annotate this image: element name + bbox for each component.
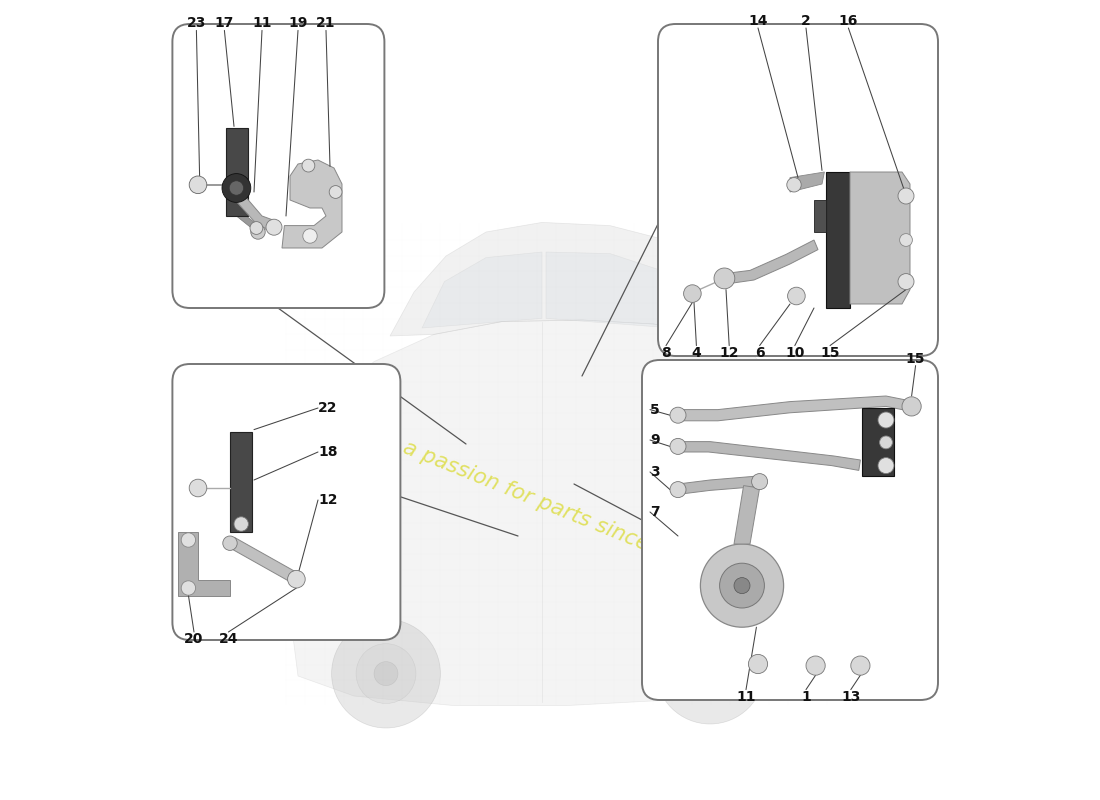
Circle shape <box>806 656 825 675</box>
Polygon shape <box>850 172 910 304</box>
Circle shape <box>898 274 914 290</box>
Polygon shape <box>236 194 279 232</box>
FancyBboxPatch shape <box>173 364 400 640</box>
Circle shape <box>878 458 894 474</box>
Polygon shape <box>230 432 252 532</box>
Text: 5: 5 <box>650 402 660 417</box>
Circle shape <box>698 658 722 682</box>
Polygon shape <box>282 160 342 248</box>
Circle shape <box>250 222 263 234</box>
Text: 13: 13 <box>842 690 860 704</box>
Circle shape <box>182 533 196 547</box>
Polygon shape <box>678 396 914 421</box>
Text: 24: 24 <box>219 632 238 646</box>
Text: 21: 21 <box>317 16 336 30</box>
Circle shape <box>701 544 783 627</box>
Polygon shape <box>287 320 838 706</box>
Text: 19: 19 <box>288 16 308 30</box>
Polygon shape <box>725 240 818 284</box>
Circle shape <box>670 438 686 454</box>
Polygon shape <box>178 532 230 596</box>
Circle shape <box>900 234 912 246</box>
Circle shape <box>302 229 317 243</box>
Text: 12: 12 <box>318 493 338 507</box>
Text: 18: 18 <box>318 445 338 459</box>
Circle shape <box>329 186 342 198</box>
Polygon shape <box>230 538 299 584</box>
Polygon shape <box>790 172 824 192</box>
Circle shape <box>714 268 735 289</box>
Circle shape <box>788 287 805 305</box>
Text: 20: 20 <box>185 632 204 646</box>
Circle shape <box>356 644 416 703</box>
Circle shape <box>680 640 740 699</box>
Polygon shape <box>814 200 826 232</box>
Polygon shape <box>226 128 248 216</box>
FancyBboxPatch shape <box>173 24 384 308</box>
Circle shape <box>374 662 398 686</box>
Circle shape <box>719 563 764 608</box>
FancyBboxPatch shape <box>642 360 938 700</box>
Circle shape <box>656 615 764 724</box>
Text: 6: 6 <box>755 346 764 360</box>
Circle shape <box>898 188 914 204</box>
Text: 7: 7 <box>650 505 660 519</box>
Polygon shape <box>390 222 726 336</box>
Text: 9: 9 <box>650 433 660 447</box>
Text: 3: 3 <box>650 465 660 479</box>
Circle shape <box>222 174 251 202</box>
Circle shape <box>748 654 768 674</box>
Circle shape <box>878 412 894 428</box>
Circle shape <box>189 479 207 497</box>
Circle shape <box>189 176 207 194</box>
Polygon shape <box>236 208 256 232</box>
Circle shape <box>670 482 686 498</box>
Circle shape <box>234 517 249 531</box>
Text: a passion for parts since 1985: a passion for parts since 1985 <box>399 438 708 578</box>
Circle shape <box>880 436 892 449</box>
Circle shape <box>223 536 238 550</box>
Text: 8: 8 <box>661 346 671 360</box>
Text: 15: 15 <box>906 351 925 366</box>
Polygon shape <box>826 172 850 308</box>
Text: 12: 12 <box>719 346 739 360</box>
Polygon shape <box>678 476 760 494</box>
Text: 4: 4 <box>692 346 702 360</box>
Text: 23: 23 <box>187 16 206 30</box>
Circle shape <box>786 178 801 192</box>
Circle shape <box>850 656 870 675</box>
Text: 14: 14 <box>748 14 768 28</box>
Polygon shape <box>734 486 760 544</box>
Text: 22: 22 <box>318 401 338 415</box>
Circle shape <box>331 619 440 728</box>
Polygon shape <box>546 252 694 330</box>
Polygon shape <box>678 442 860 470</box>
Polygon shape <box>422 252 542 328</box>
Text: 16: 16 <box>838 14 858 28</box>
Circle shape <box>302 159 315 172</box>
Circle shape <box>251 225 265 239</box>
Text: 2: 2 <box>801 14 811 28</box>
Text: 15: 15 <box>821 346 839 360</box>
Text: 11: 11 <box>736 690 756 704</box>
Circle shape <box>182 581 196 595</box>
FancyBboxPatch shape <box>658 24 938 356</box>
Text: 17: 17 <box>214 16 234 30</box>
Circle shape <box>266 219 282 235</box>
Text: 10: 10 <box>785 346 804 360</box>
Circle shape <box>229 181 243 195</box>
Text: 11: 11 <box>252 16 272 30</box>
Circle shape <box>751 474 768 490</box>
Circle shape <box>902 397 921 416</box>
Circle shape <box>287 570 305 588</box>
Circle shape <box>683 285 701 302</box>
Circle shape <box>734 578 750 594</box>
Polygon shape <box>862 408 894 476</box>
Text: 1: 1 <box>801 690 811 704</box>
Circle shape <box>670 407 686 423</box>
